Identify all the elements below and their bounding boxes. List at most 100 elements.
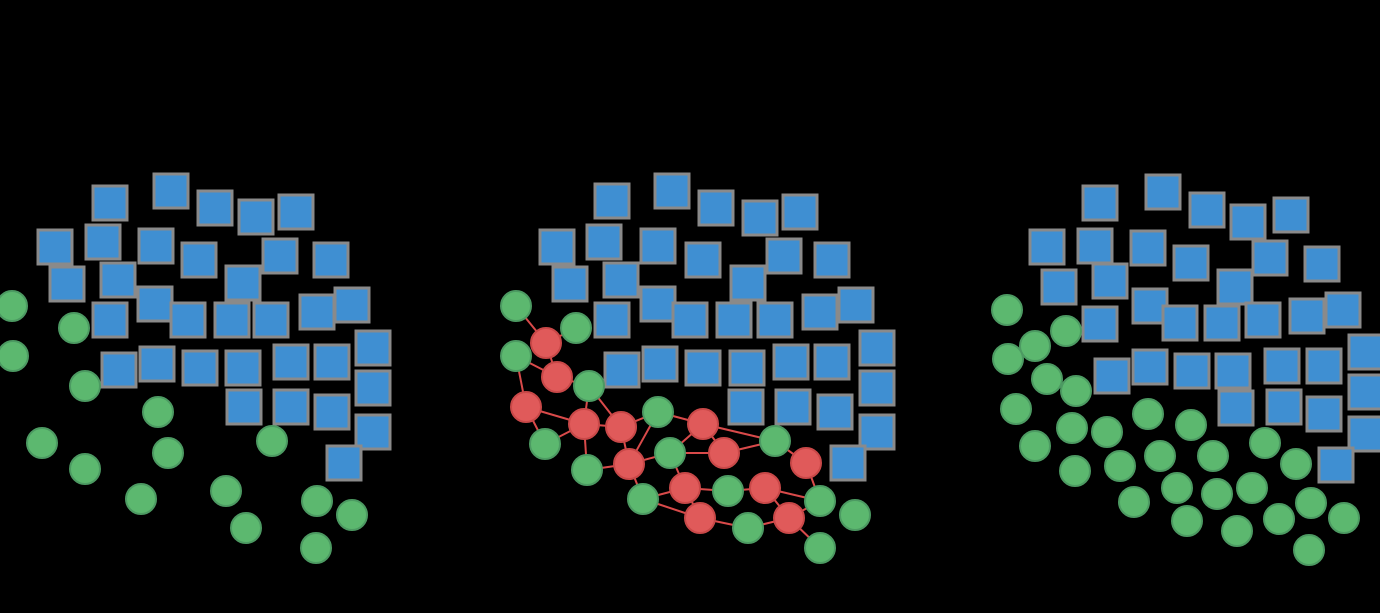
green-circle-node bbox=[1031, 363, 1063, 395]
green-circle-node bbox=[573, 370, 605, 402]
green-circle-node bbox=[732, 512, 764, 544]
green-circle-node bbox=[1201, 478, 1233, 510]
green-circle-node bbox=[125, 483, 157, 515]
green-circle-node bbox=[1019, 330, 1051, 362]
green-circle-node bbox=[1056, 412, 1088, 444]
green-circle-node bbox=[142, 396, 174, 428]
blue-square-node bbox=[1161, 304, 1199, 342]
green-circle-node bbox=[1249, 427, 1281, 459]
blue-square-node bbox=[774, 388, 812, 426]
blue-square-node bbox=[697, 189, 735, 227]
blue-square-node bbox=[1216, 268, 1254, 306]
green-circle-node bbox=[230, 512, 262, 544]
green-circle-node bbox=[712, 475, 744, 507]
blue-square-node bbox=[1091, 262, 1129, 300]
blue-square-node bbox=[1081, 305, 1119, 343]
blue-square-node bbox=[180, 241, 218, 279]
blue-square-node bbox=[36, 228, 74, 266]
blue-square-node bbox=[138, 345, 176, 383]
blue-square-node bbox=[741, 199, 779, 237]
blue-square-node bbox=[1305, 347, 1343, 385]
blue-square-node bbox=[538, 228, 576, 266]
green-circle-node bbox=[1328, 502, 1360, 534]
blue-square-node bbox=[313, 393, 351, 431]
blue-square-node bbox=[213, 301, 251, 339]
blue-square-node bbox=[653, 172, 691, 210]
green-circle-node bbox=[1236, 472, 1268, 504]
blue-square-node bbox=[585, 223, 623, 261]
blue-square-node bbox=[169, 301, 207, 339]
green-circle-node bbox=[642, 396, 674, 428]
green-circle-node bbox=[256, 425, 288, 457]
blue-square-node bbox=[639, 227, 677, 265]
blue-square-node bbox=[1347, 333, 1380, 371]
blue-square-node bbox=[237, 198, 275, 236]
green-circle-node bbox=[210, 475, 242, 507]
green-circle-node bbox=[336, 499, 368, 531]
blue-square-node bbox=[100, 351, 138, 389]
blue-square-node bbox=[325, 444, 363, 482]
blue-square-node bbox=[1347, 415, 1380, 453]
blue-square-node bbox=[224, 264, 262, 302]
blue-square-node bbox=[1188, 191, 1226, 229]
blue-square-node bbox=[1040, 268, 1078, 306]
blue-square-node bbox=[272, 343, 310, 381]
blue-square-node bbox=[1028, 228, 1066, 266]
blue-square-node bbox=[1076, 227, 1114, 265]
green-circle-node bbox=[759, 425, 791, 457]
blue-square-node bbox=[671, 301, 709, 339]
blue-square-node bbox=[1172, 244, 1210, 282]
blue-square-node bbox=[1288, 297, 1326, 335]
red-circle-node bbox=[773, 502, 805, 534]
green-circle-node bbox=[0, 290, 28, 322]
green-circle-node bbox=[1197, 440, 1229, 472]
blue-square-node bbox=[48, 265, 86, 303]
green-circle-node bbox=[1060, 375, 1092, 407]
green-circle-node bbox=[500, 340, 532, 372]
green-circle-node bbox=[1019, 430, 1051, 462]
green-circle-node bbox=[992, 343, 1024, 375]
blue-square-node bbox=[181, 349, 219, 387]
green-circle-node bbox=[0, 340, 29, 372]
red-circle-node bbox=[605, 411, 637, 443]
blue-square-node bbox=[603, 351, 641, 389]
green-circle-node bbox=[571, 454, 603, 486]
blue-square-node bbox=[837, 286, 875, 324]
green-circle-node bbox=[1132, 398, 1164, 430]
red-circle-node bbox=[749, 472, 781, 504]
green-circle-node bbox=[1000, 393, 1032, 425]
blue-square-node bbox=[829, 444, 867, 482]
blue-square-node bbox=[1131, 348, 1169, 386]
blue-square-node bbox=[756, 301, 794, 339]
blue-square-node bbox=[715, 301, 753, 339]
green-circle-node bbox=[1293, 534, 1325, 566]
blue-square-node bbox=[99, 261, 137, 299]
blue-square-node bbox=[801, 293, 839, 331]
blue-square-node bbox=[727, 388, 765, 426]
blue-square-node bbox=[1093, 357, 1131, 395]
blue-square-node bbox=[84, 223, 122, 261]
blue-square-node bbox=[1347, 373, 1380, 411]
green-circle-node bbox=[1171, 505, 1203, 537]
green-circle-node bbox=[500, 290, 532, 322]
blue-square-node bbox=[1229, 203, 1267, 241]
blue-square-node bbox=[781, 193, 819, 231]
blue-square-node bbox=[272, 388, 310, 426]
red-circle-node bbox=[669, 472, 701, 504]
blue-square-node bbox=[551, 265, 589, 303]
panel-right bbox=[991, 173, 1380, 566]
red-circle-node bbox=[708, 437, 740, 469]
red-circle-node bbox=[568, 408, 600, 440]
green-circle-node bbox=[627, 483, 659, 515]
blue-square-node bbox=[1324, 291, 1362, 329]
blue-square-node bbox=[354, 413, 392, 451]
green-circle-node bbox=[1144, 440, 1176, 472]
blue-square-node bbox=[1303, 245, 1341, 283]
blue-square-node bbox=[1217, 389, 1255, 427]
blue-square-node bbox=[91, 184, 129, 222]
green-circle-node bbox=[1161, 472, 1193, 504]
blue-square-node bbox=[641, 345, 679, 383]
green-circle-node bbox=[839, 499, 871, 531]
green-circle-node bbox=[529, 428, 561, 460]
